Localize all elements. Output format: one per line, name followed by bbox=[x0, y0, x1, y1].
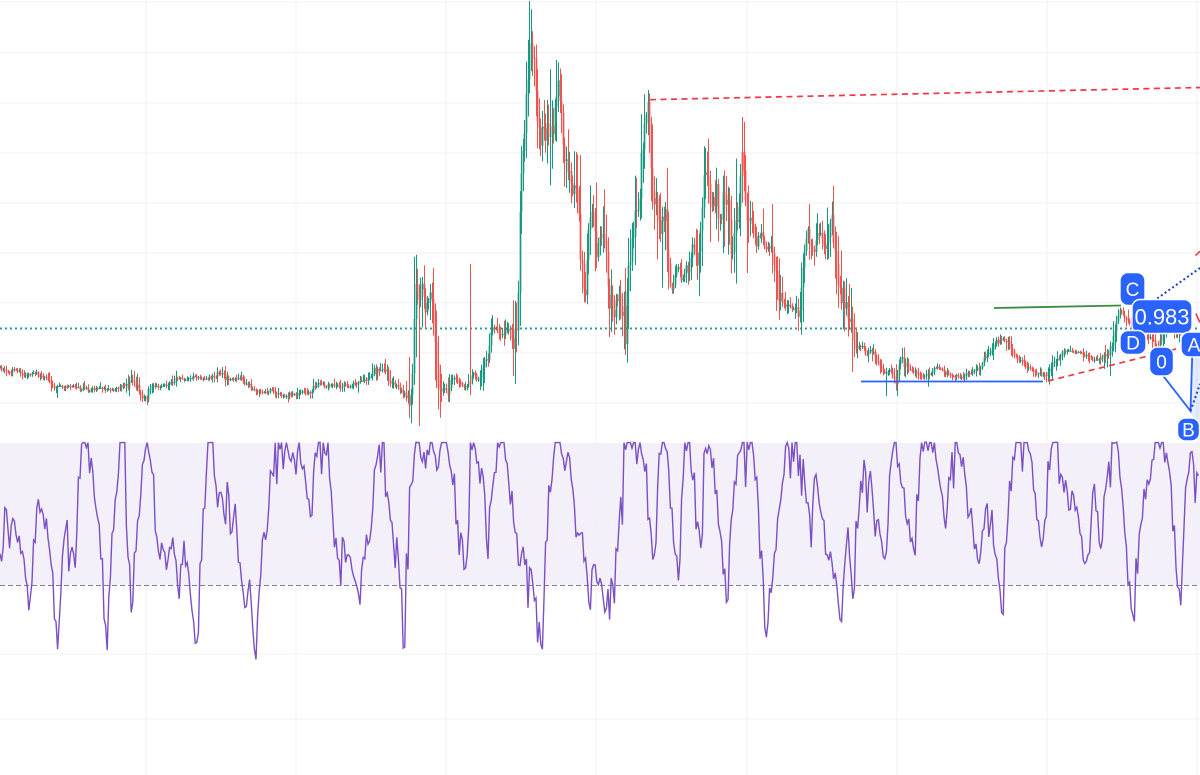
svg-text:B: B bbox=[1182, 420, 1195, 441]
svg-text:0.983: 0.983 bbox=[1134, 304, 1189, 329]
svg-text:A: A bbox=[1188, 335, 1200, 356]
svg-text:D: D bbox=[1126, 333, 1140, 354]
svg-text:C: C bbox=[1126, 280, 1140, 301]
svg-text:0: 0 bbox=[1156, 352, 1167, 373]
